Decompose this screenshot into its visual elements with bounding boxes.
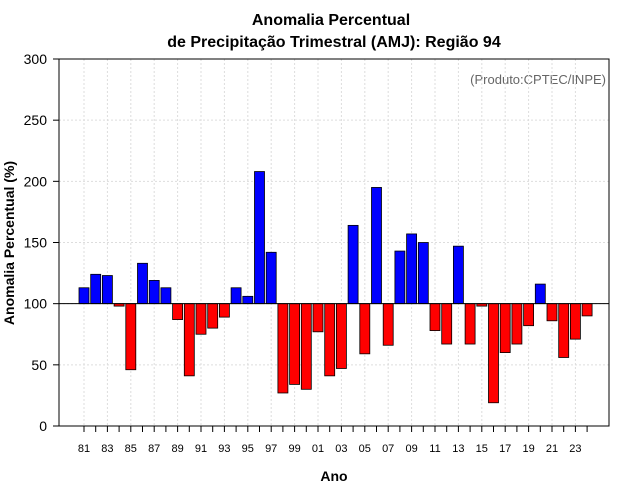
bars [78,171,593,404]
y-tick-label: 250 [24,112,48,128]
y-tick-label: 0 [39,418,47,434]
x-tick-label: 11 [429,443,440,455]
bar-13 [452,245,464,305]
x-tick-label: 17 [499,443,511,455]
y-axis-label: Anomalia Percentual (%) [1,161,17,325]
chart-subtitle: de Precipitação Trimestral (AMJ): Região… [167,34,501,51]
bar-92 [207,303,219,329]
chart-title: Anomalia Percentual [252,12,410,29]
bar-93 [218,303,230,318]
bar-88 [160,287,172,305]
x-tick-label: 01 [312,443,324,455]
bar-09 [406,233,418,305]
bar-21 [546,303,558,322]
bar-06 [371,187,382,305]
bar-85 [125,303,137,371]
y-tick-label: 200 [24,173,48,189]
bar-81 [78,287,90,305]
x-tick-label: 93 [218,443,230,455]
bar-10 [417,242,429,305]
x-tick-label: 09 [405,443,417,455]
bar-08 [394,250,406,305]
credit-annotation: (Produto:CPTEC/INPE) [470,72,606,87]
x-tick-label: 87 [148,443,160,455]
bar-99 [289,303,301,385]
bar-22 [558,303,570,358]
y-tick-label: 100 [24,296,48,312]
bar-14 [464,303,476,345]
bar-19 [523,303,534,327]
bar-98 [277,303,289,394]
bar-07 [382,303,394,346]
x-tick-label: 83 [101,443,113,455]
x-tick-label: 13 [452,443,464,455]
x-tick-label: 89 [171,443,183,455]
grid-lines [59,59,609,426]
bar-05 [359,303,371,355]
bar-82 [90,273,102,305]
bar-01 [312,303,324,333]
x-tick-label: 81 [78,443,90,455]
bar-23 [570,303,581,340]
bar-94 [230,287,242,305]
y-tick-label: 50 [31,357,47,373]
bar-03 [335,303,347,369]
bar-00 [300,303,312,390]
bar-83 [102,275,113,305]
y-tick-label: 300 [24,51,48,67]
bar-20 [534,283,546,305]
bar-91 [195,303,207,335]
bar-87 [148,280,160,305]
bar-89 [172,303,184,320]
bar-96 [254,171,265,305]
x-tick-label: 85 [125,443,137,455]
x-tick-label: 19 [522,443,534,455]
bar-16 [488,303,499,404]
x-tick-label: 03 [335,443,347,455]
bar-90 [183,303,195,377]
x-tick-label: 91 [195,443,207,455]
x-axis-label: Ano [320,468,347,484]
x-tick-label: 95 [242,443,254,455]
x-tick-label: 23 [569,443,581,455]
bar-02 [324,303,336,377]
bar-04 [347,224,359,305]
x-tick-label: 15 [476,443,488,455]
bar-11 [429,303,441,331]
bar-12 [441,303,453,345]
bar-95 [242,295,254,305]
bar-17 [499,303,511,353]
x-tick-label: 99 [288,443,300,455]
bar-24 [581,303,593,317]
bar-18 [511,303,523,345]
x-tick-label: 05 [359,443,371,455]
bar-97 [265,251,277,305]
x-tick-label: 97 [265,443,277,455]
y-tick-label: 150 [24,235,48,251]
x-tick-label: 21 [546,443,558,455]
x-tick-label: 07 [382,443,394,455]
bar-86 [137,262,148,305]
